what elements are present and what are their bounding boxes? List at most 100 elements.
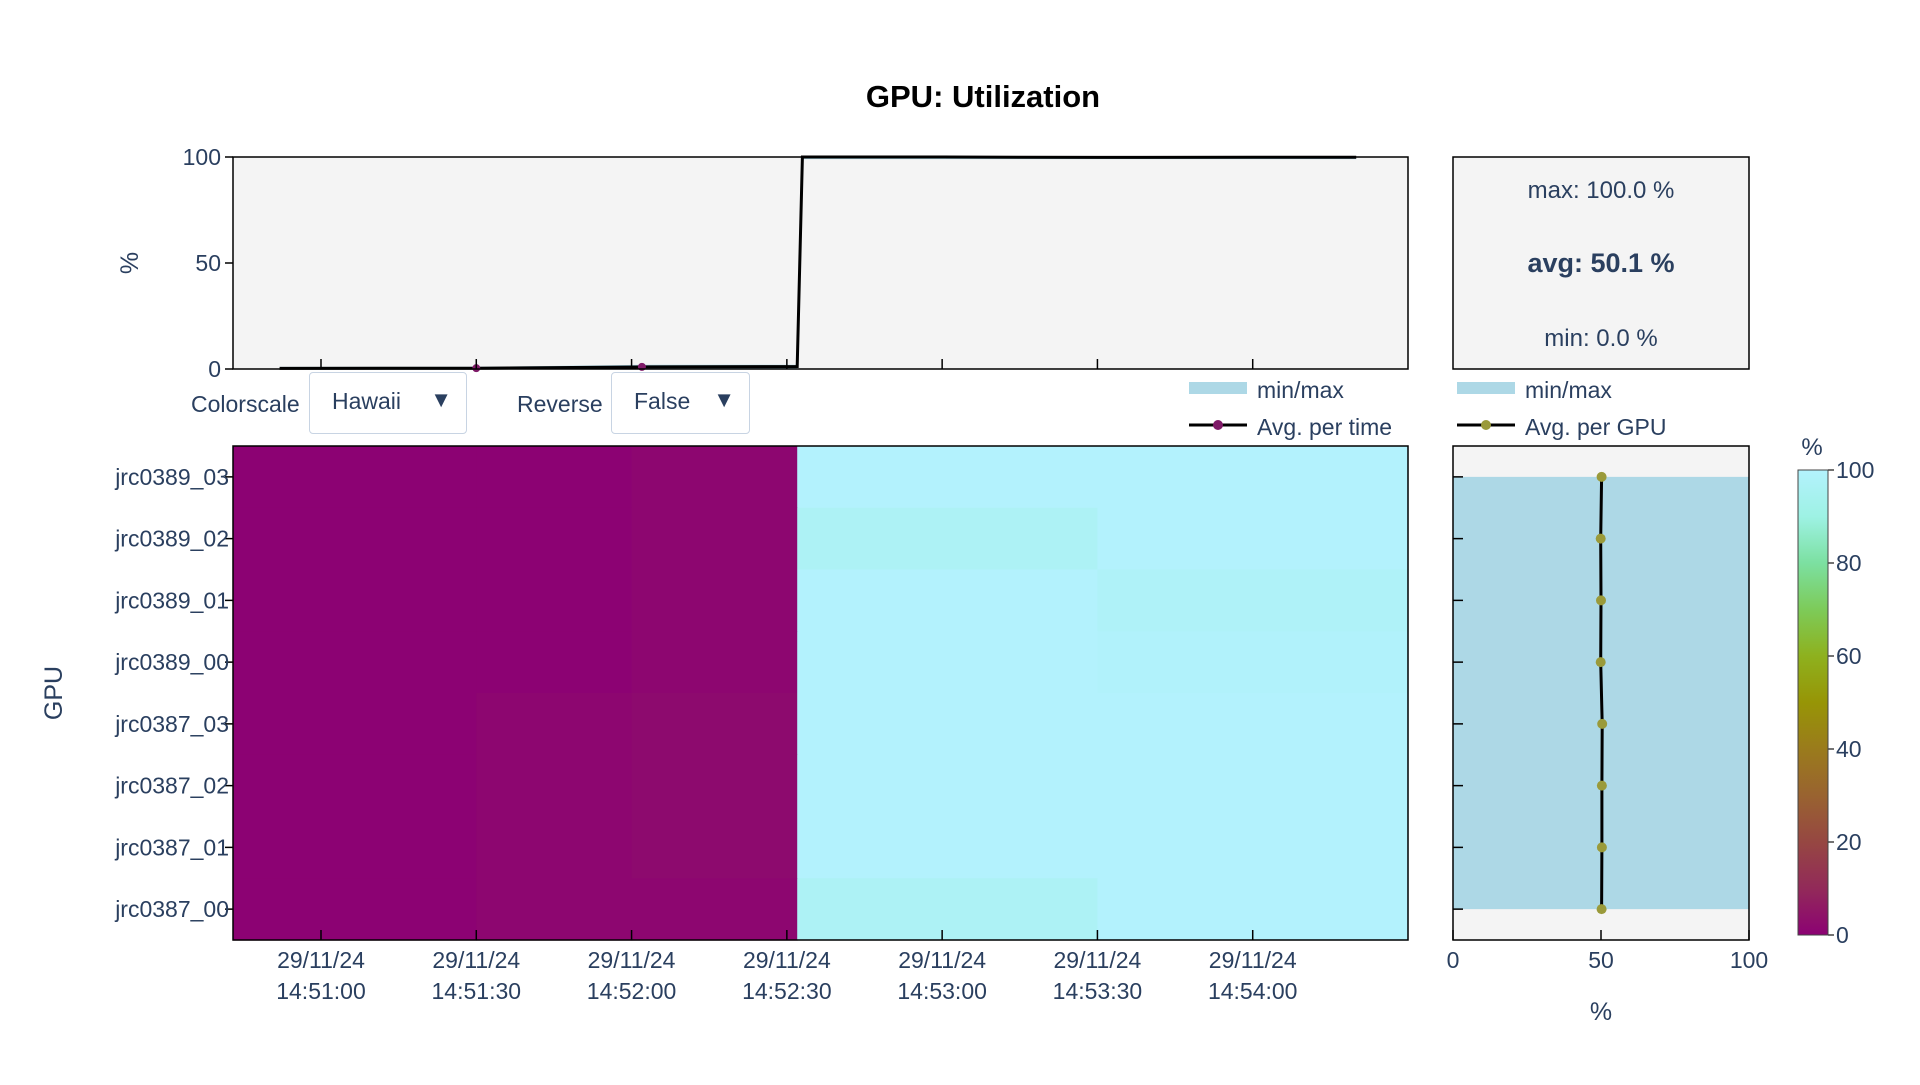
heatmap-cell — [233, 446, 477, 509]
reverse-label: Reverse — [517, 391, 603, 417]
gpu-label: jrc0389_00 — [114, 649, 229, 675]
avg-per-gpu-point — [1596, 595, 1606, 606]
colorbar-tick-label: 0 — [1836, 922, 1849, 948]
heatmap-cell — [1097, 693, 1409, 756]
avg-per-gpu-point — [1596, 471, 1607, 482]
side-x-axis-title: % — [1590, 998, 1612, 1026]
top-y-axis-title: % — [116, 252, 144, 274]
heatmap-cell — [631, 569, 798, 632]
heatmap-cell — [797, 446, 1099, 509]
heatmap-cell — [1097, 816, 1409, 879]
chart-title: GPU: Utilization — [866, 79, 1100, 114]
avg-per-gpu-point — [1595, 657, 1606, 668]
heatmap-cell — [1097, 631, 1409, 694]
gpu-label: jrc0387_03 — [114, 711, 229, 737]
colorbar-title: % — [1801, 434, 1822, 461]
heatmap-cell — [631, 878, 798, 941]
xtick-date-label: 29/11/24 — [1054, 947, 1142, 973]
heatmap-cell — [797, 693, 1099, 756]
avg-per-gpu-point — [1597, 718, 1608, 729]
heatmap-cell — [476, 693, 633, 756]
side-xtick-label: 100 — [1730, 947, 1768, 973]
gpu-label: jrc0387_01 — [114, 834, 229, 860]
heatmap-cell — [1097, 754, 1409, 818]
heatmap-cell — [476, 446, 633, 509]
heatmap-cell — [476, 816, 633, 879]
xtick-date-label: 29/11/24 — [588, 947, 676, 973]
heatmap-cell — [631, 754, 798, 818]
stats-box — [1452, 156, 1750, 370]
xtick-date-label: 29/11/24 — [898, 947, 986, 973]
chevron-down-icon: ▼ — [430, 387, 452, 412]
heatmap-cell — [631, 816, 798, 879]
chevron-down-icon: ▼ — [713, 387, 735, 412]
xtick-date-label: 29/11/24 — [277, 947, 365, 973]
colorscale-dropdown[interactable]: Hawaii ▼ — [309, 372, 467, 434]
legend-marker-avg-per-time — [1213, 420, 1223, 430]
heatmap-cell — [631, 631, 798, 694]
xtick-time-label: 14:53:00 — [897, 978, 987, 1004]
legend-label-avg-per-gpu: Avg. per GPU — [1525, 414, 1666, 440]
top-ytick-label: 0 — [208, 356, 221, 382]
heatmap-cell — [797, 569, 1099, 632]
avg-per-gpu-point — [1596, 904, 1607, 915]
colorscale-label: Colorscale — [191, 391, 300, 417]
colorbar — [1797, 469, 1829, 936]
stats-min: min: 0.0 % — [1544, 325, 1657, 352]
heatmap-cell — [797, 631, 1099, 694]
heatmap-cell — [476, 569, 633, 632]
heatmap-cell — [233, 569, 477, 632]
xtick-date-label: 29/11/24 — [432, 947, 520, 973]
heatmap-y-axis-title: GPU — [40, 666, 68, 720]
stats-max: max: 100.0 % — [1528, 177, 1675, 204]
heatmap-cell — [233, 754, 477, 818]
colorbar-tick-label: 80 — [1836, 550, 1862, 576]
heatmap-cell — [797, 754, 1099, 818]
xtick-time-label: 14:54:00 — [1208, 978, 1298, 1004]
legend-label-minmax: min/max — [1257, 377, 1344, 403]
xtick-time-label: 14:51:30 — [432, 978, 522, 1004]
legend-label-avg-per-time: Avg. per time — [1257, 414, 1392, 440]
heatmap-cell — [1097, 446, 1409, 509]
xtick-date-label: 29/11/24 — [743, 947, 831, 973]
colorbar-tick-label: 60 — [1836, 643, 1862, 669]
heatmap-cell — [476, 754, 633, 818]
heatmap-cell — [797, 816, 1099, 879]
avg-per-gpu-line — [1599, 476, 1604, 910]
top-ytick-label: 100 — [183, 144, 221, 170]
side-xtick-label: 0 — [1447, 947, 1460, 973]
legend-swatch-minmax — [1189, 382, 1247, 394]
top-ytick-label: 50 — [195, 250, 221, 276]
colorbar-tick-label: 20 — [1836, 829, 1862, 855]
colorbar-tick-label: 40 — [1836, 736, 1862, 762]
heatmap-cell — [797, 878, 1099, 941]
avg-per-gpu-point — [1595, 533, 1606, 544]
reverse-dropdown[interactable]: False ▼ — [611, 372, 750, 434]
xtick-time-label: 14:51:00 — [276, 978, 366, 1004]
xtick-date-label: 29/11/24 — [1209, 947, 1297, 973]
legend-marker-avg-per-gpu — [1481, 420, 1491, 430]
heatmap-cell — [797, 507, 1099, 571]
heatmap-cell — [631, 507, 798, 571]
heatmap-cell — [233, 878, 477, 941]
gpu-label: jrc0387_00 — [114, 896, 229, 922]
legend-label-minmax: min/max — [1525, 377, 1612, 403]
heatmap-cell — [476, 631, 633, 694]
heatmap-cell — [1097, 569, 1409, 632]
heatmap-cell — [233, 507, 477, 571]
legend-swatch-minmax — [1457, 382, 1515, 394]
top-plot-background — [233, 157, 1408, 369]
reverse-value: False — [634, 388, 691, 414]
xtick-time-label: 14:53:30 — [1053, 978, 1143, 1004]
colorbar-tick-label: 100 — [1836, 457, 1874, 483]
avg-per-gpu-point — [1596, 842, 1607, 853]
heatmap-frame — [232, 445, 1409, 941]
stats-avg: avg: 50.1 % — [1527, 248, 1674, 278]
colorscale-value: Hawaii — [332, 388, 402, 414]
gpu-label: jrc0389_02 — [114, 526, 229, 552]
xtick-time-label: 14:52:00 — [587, 978, 677, 1004]
heatmap-cell — [476, 878, 633, 941]
heatmap-cell — [631, 693, 798, 756]
